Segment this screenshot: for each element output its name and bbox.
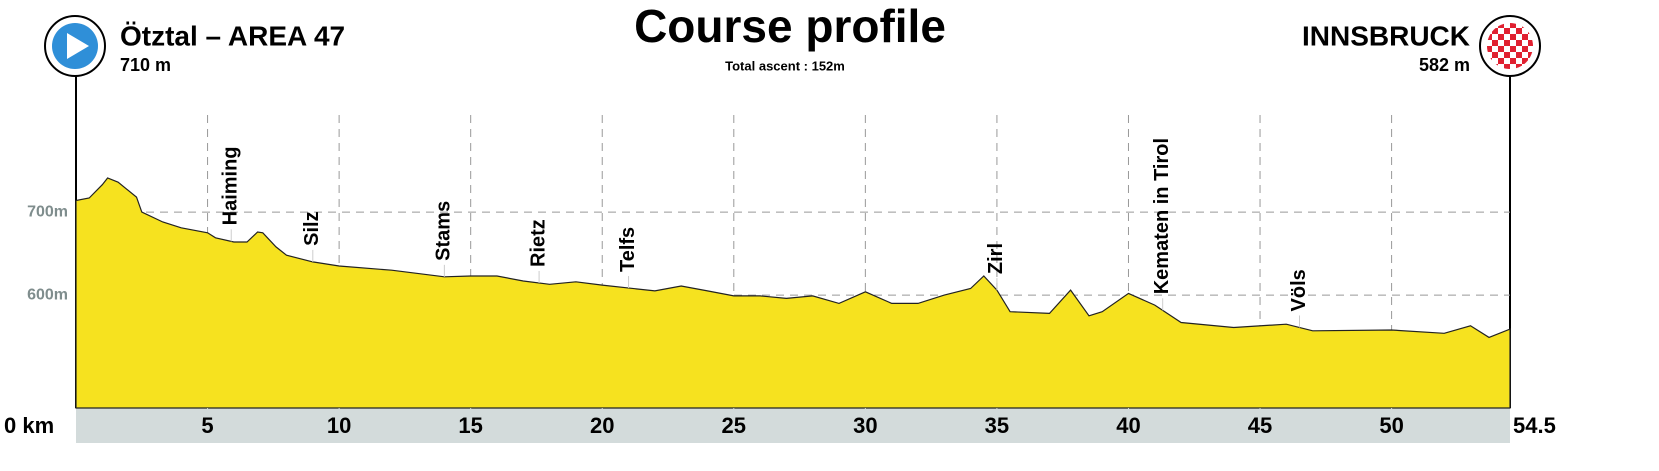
start-elevation: 710 m [120,55,171,75]
start-icon [44,15,106,77]
x-tick-label: 35 [985,413,1009,438]
place-label: Telfs [617,227,639,272]
chart-title: Course profile [634,0,946,52]
place-label: Zirl [985,243,1007,274]
finish-icon [1479,15,1541,77]
x-tick-label: 40 [1116,413,1140,438]
y-tick-label: 600m [27,286,68,303]
place-label: Rietz [527,219,549,267]
x-tick-label: 20 [590,413,614,438]
x-tick-label: 10 [327,413,351,438]
chart-subtitle: Total ascent : 152m [725,58,845,73]
x-tick-label: 5 [201,413,213,438]
place-label: Kematen in Tirol [1151,138,1173,294]
finish-elevation: 582 m [1419,55,1470,75]
x-tick-label: 54.5 [1513,413,1556,438]
y-tick-label: 700m [27,203,68,220]
x-axis-band [76,408,1510,443]
x-tick-label: 15 [458,413,482,438]
place-label: Völs [1288,269,1310,311]
finish-name: INNSBRUCK [1302,20,1470,51]
x-tick-label: 50 [1379,413,1403,438]
place-label: Haiming [220,146,242,225]
x-tick-label: 45 [1248,413,1272,438]
x-tick-label: 30 [853,413,877,438]
place-label: Silz [301,211,323,245]
place-label: Stams [433,201,455,261]
x-tick-label: 25 [722,413,746,438]
start-name: Ötztal – AREA 47 [120,20,345,51]
elevation-area [75,177,1511,409]
x-tick-label: 0 km [4,413,54,438]
